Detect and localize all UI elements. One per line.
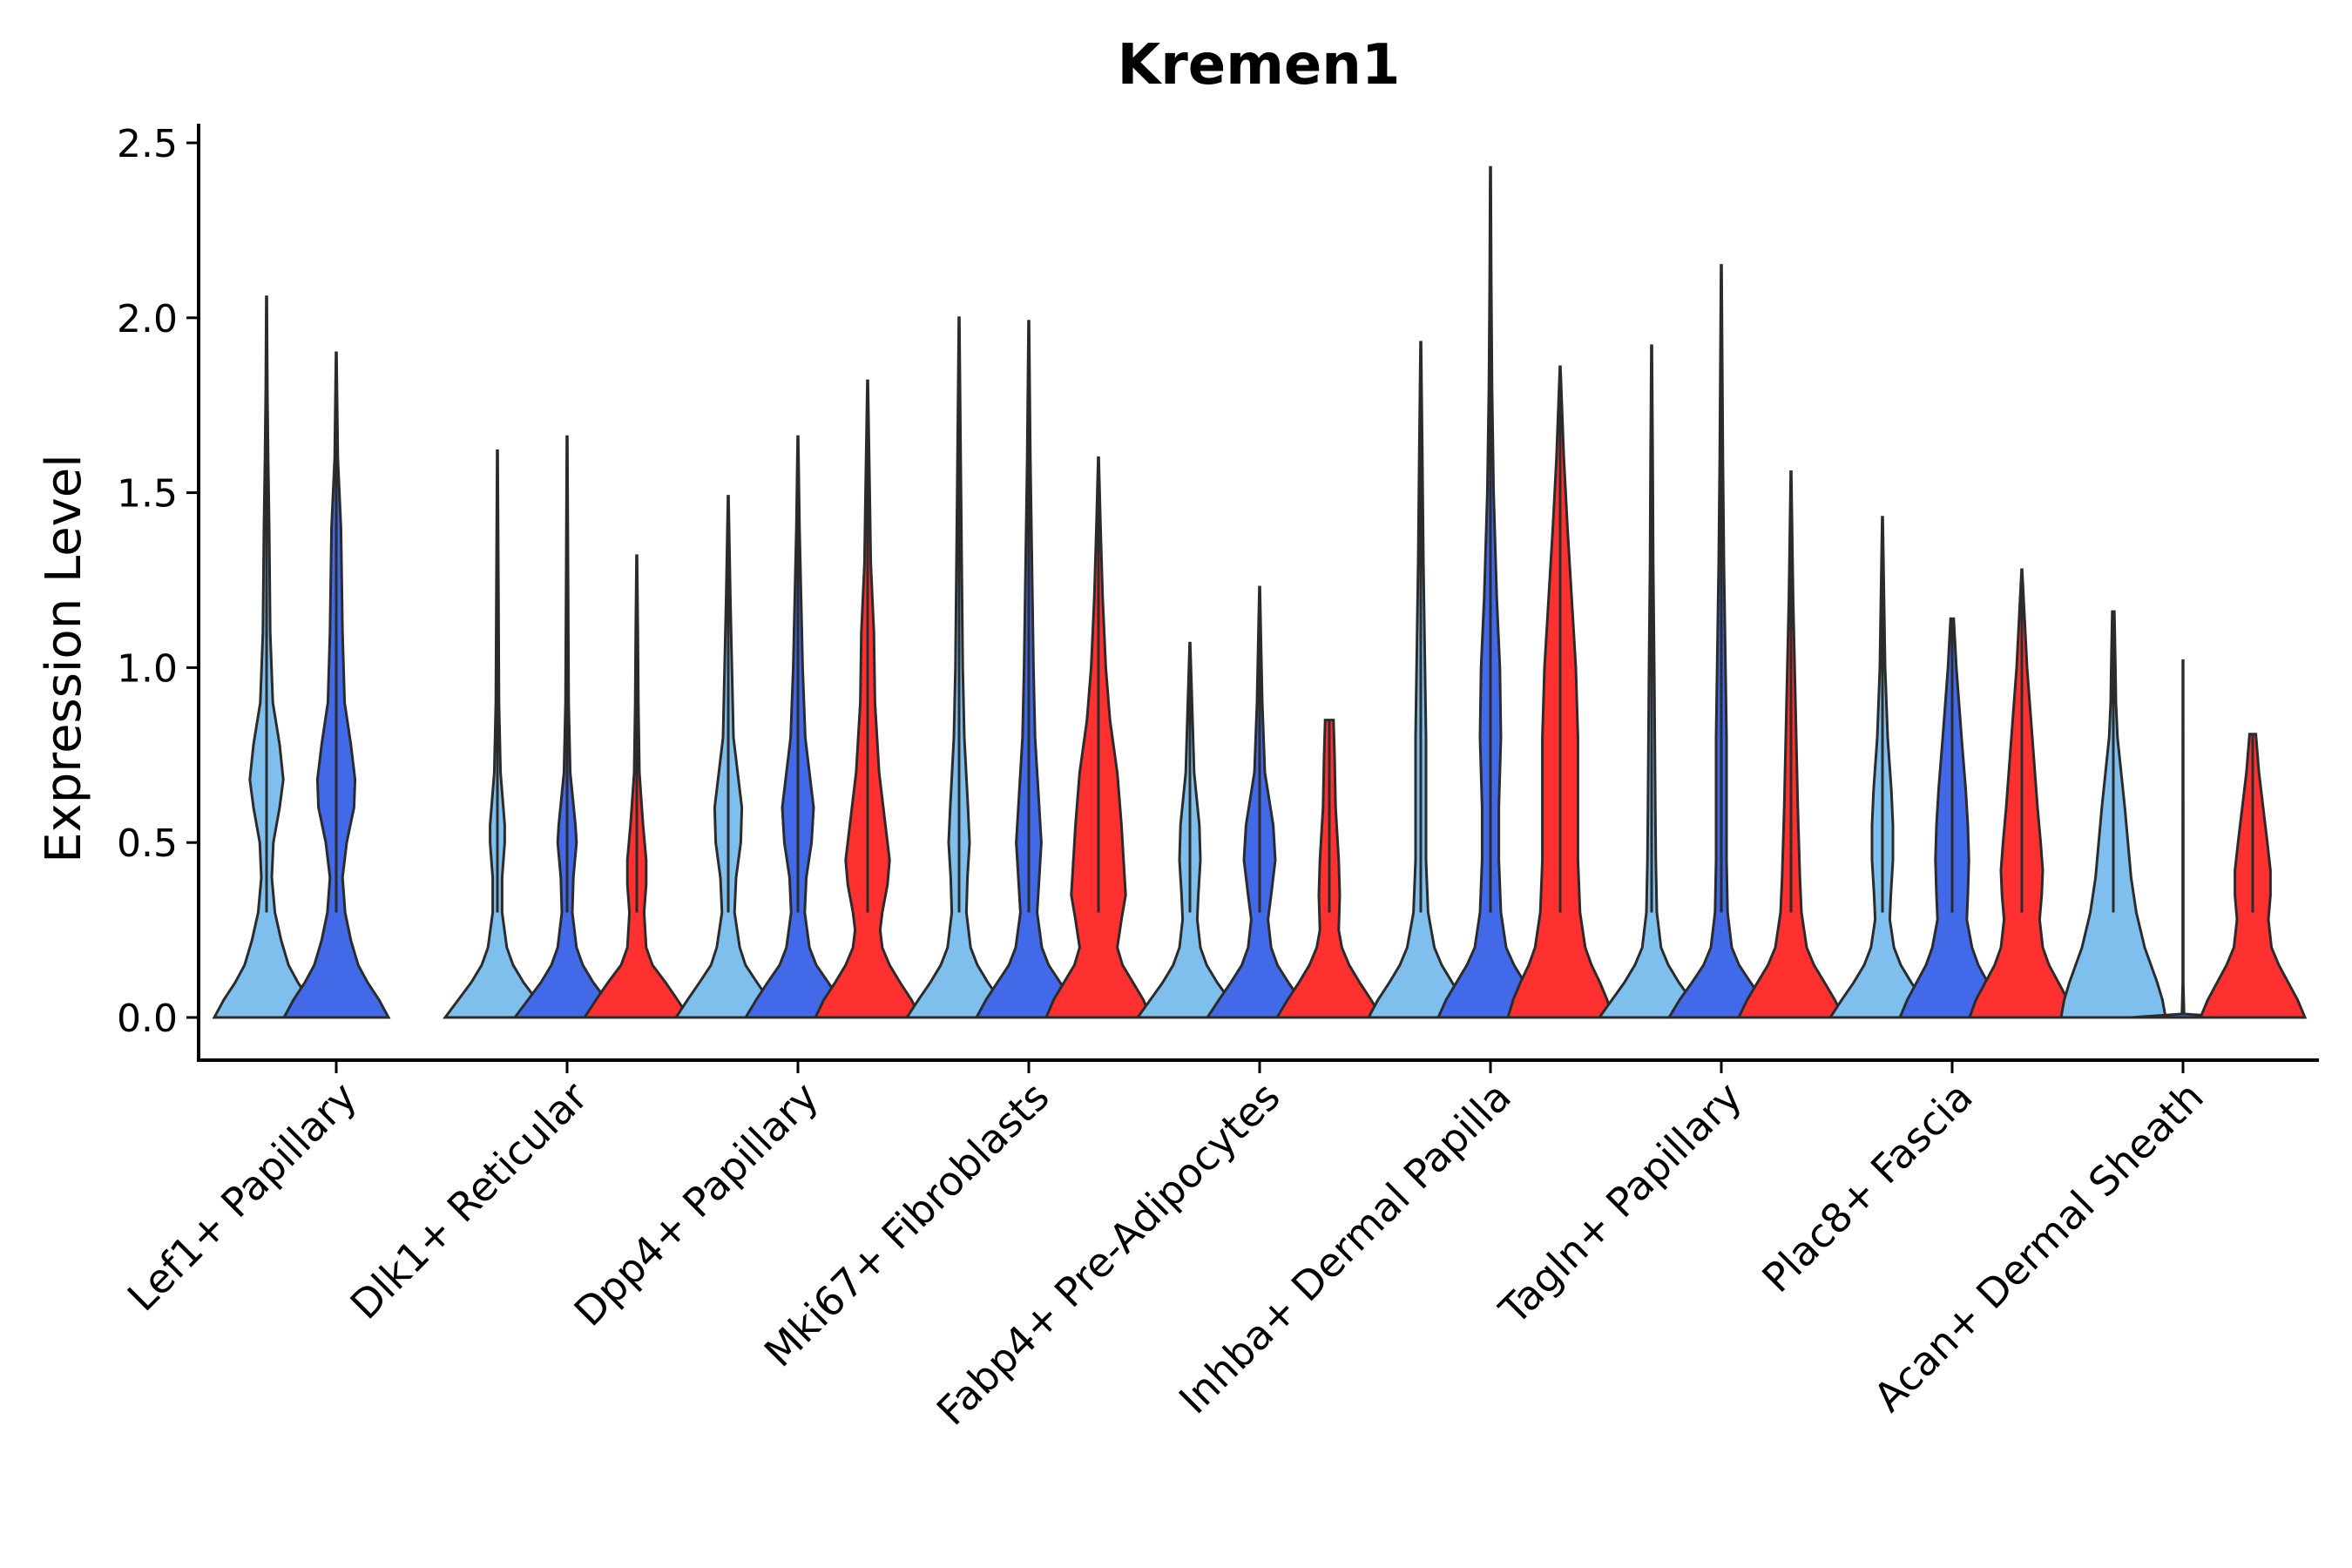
x-tick-label: Tagln+ Papillary — [1490, 1073, 1751, 1335]
y-axis-label: Expression Level — [36, 454, 92, 863]
y-tick-label: 1.5 — [117, 472, 178, 517]
x-tick-label: Plac8+ Fascia — [1753, 1073, 1981, 1301]
x-tick-label: Dpp4+ Papillary — [565, 1073, 828, 1335]
x-tick-label: Lef1+ Papillary — [118, 1073, 366, 1321]
y-tick-label: 2.0 — [117, 297, 178, 341]
y-axis: 0.0 0.5 1.0 1.5 2.0 2.5 — [117, 122, 199, 1041]
y-tick-label: 0.0 — [117, 997, 178, 1041]
x-tick-label: Dlk1+ Reticular — [341, 1073, 597, 1328]
chart-title: Kremen1 — [1118, 33, 1401, 98]
violin-plot-area — [212, 166, 2308, 1019]
y-tick-label: 0.5 — [117, 821, 178, 866]
y-tick-label: 2.5 — [117, 122, 178, 166]
y-tick-label: 1.0 — [117, 646, 178, 691]
